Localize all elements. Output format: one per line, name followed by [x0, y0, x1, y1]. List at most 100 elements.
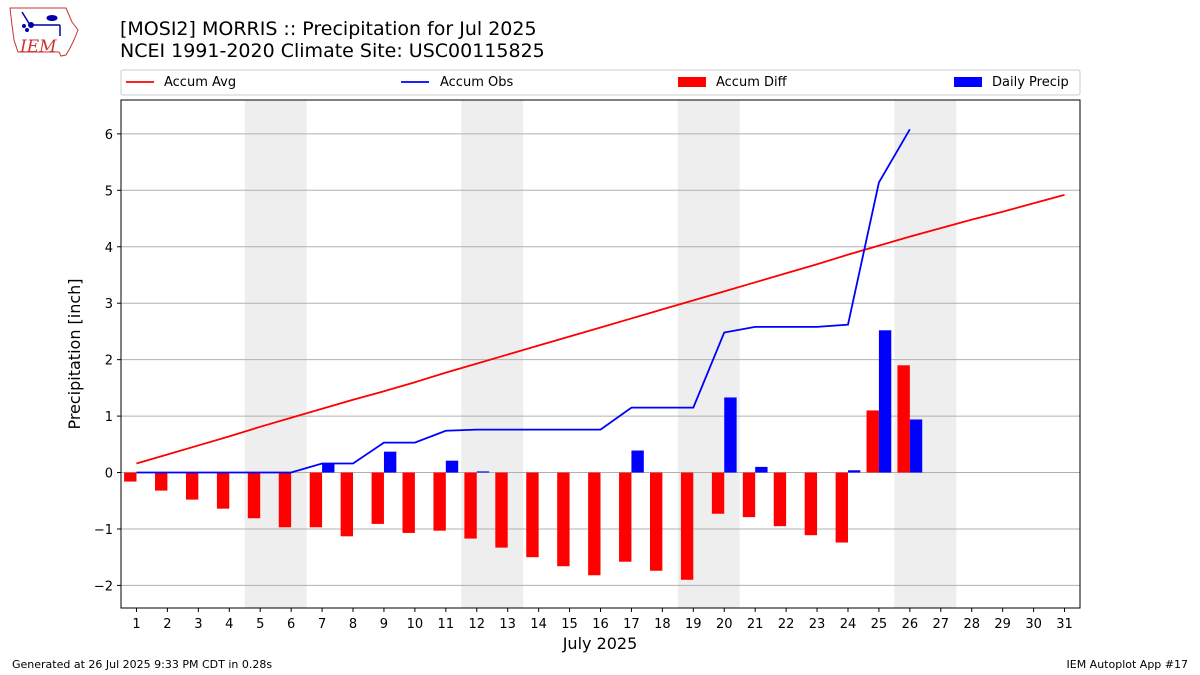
legend-item-accum-obs: Accum Obs: [401, 75, 513, 90]
x-tick-label: 10: [407, 617, 424, 632]
accum-diff-bar: [773, 472, 787, 527]
app-credit: IEM Autoplot App #17: [1066, 658, 1189, 671]
accum-obs-line: [136, 128, 911, 474]
y-tick-label: 0: [105, 467, 113, 482]
y-tick-label: 2: [105, 354, 113, 369]
accum-diff-bar: [309, 472, 323, 528]
accum-diff-bar: [371, 472, 384, 524]
accum-diff-bar: [619, 472, 632, 562]
y-tick-label: 4: [105, 241, 113, 256]
x-tick-label: 7: [318, 617, 326, 632]
x-tick-label: 3: [194, 617, 202, 632]
x-tick-label: 18: [654, 617, 671, 632]
legend-item-accum-avg: Accum Avg: [126, 75, 236, 90]
accum-diff-bar: [247, 472, 261, 519]
accum-diff-bar: [155, 472, 168, 491]
legend-item-accum-diff: Accum Diff: [678, 75, 788, 90]
accum-diff-bar: [216, 472, 230, 509]
logo-text: IEM: [19, 37, 57, 57]
x-tick-label: 1: [132, 617, 140, 632]
daily-precip-bar: [445, 460, 459, 473]
accum-diff-bar: [495, 472, 508, 548]
daily-precip-bar: [847, 470, 861, 473]
x-tick-label: 31: [1056, 617, 1073, 632]
x-tick-label: 14: [530, 617, 547, 632]
lines: [136, 128, 1065, 474]
x-tick-label: 24: [840, 617, 857, 632]
legend-label-daily-precip: Daily Precip: [992, 75, 1069, 90]
accum-avg-line: [136, 193, 1065, 465]
accum-diff-bar: [742, 472, 756, 518]
x-tick-label: 5: [256, 617, 264, 632]
x-tick-label: 9: [380, 617, 388, 632]
weather-station-icon: [21, 11, 61, 36]
daily-precip-bar: [755, 466, 768, 473]
accum-diff-bar: [464, 472, 477, 539]
accum-diff-bar: [124, 472, 137, 482]
accum-diff-bar: [433, 472, 446, 531]
x-tick-label: 11: [438, 617, 455, 632]
x-tick-label: 30: [1025, 617, 1042, 632]
daily-precip-bar: [631, 450, 644, 473]
y-tick-label: 6: [105, 128, 113, 143]
x-tick-label: 12: [468, 617, 485, 632]
accum-diff-bar: [402, 472, 415, 533]
x-tick-label: 16: [592, 617, 609, 632]
daily-precip-bar: [909, 419, 923, 473]
x-axis-label: July 2025: [562, 634, 638, 653]
generated-timestamp: Generated at 26 Jul 2025 9:33 PM CDT in …: [12, 658, 273, 671]
legend-label-accum-obs: Accum Obs: [440, 75, 513, 90]
x-tick-label: 2: [163, 617, 171, 632]
accum-diff-bar: [649, 472, 663, 571]
y-tick-label: −2: [94, 579, 113, 594]
x-tick-label: 26: [902, 617, 919, 632]
weekend-shading: [244, 100, 957, 608]
x-tick-label: 25: [871, 617, 888, 632]
weekend-band-0: [244, 100, 307, 608]
legend-label-accum-diff: Accum Diff: [716, 75, 788, 90]
daily-precip-bar: [476, 471, 490, 473]
y-tick-label: −1: [94, 523, 113, 538]
x-tick-label: 29: [994, 617, 1011, 632]
accum-diff-bar: [557, 472, 570, 567]
y-axis-label: Precipitation [inch]: [65, 278, 84, 429]
x-tick-label: 8: [349, 617, 357, 632]
accum-diff-bar: [835, 472, 848, 543]
bars: [124, 330, 923, 580]
legend-swatch-accum-diff: [678, 77, 706, 87]
legend-item-daily-precip: Daily Precip: [954, 75, 1069, 90]
x-tick-label: 27: [933, 617, 950, 632]
accum-diff-bar: [340, 472, 354, 537]
daily-precip-bar: [878, 330, 892, 473]
accum-diff-bar: [680, 472, 694, 580]
x-tick-label: 21: [747, 617, 764, 632]
legend-frame: [120, 69, 1081, 96]
x-tick-label: 19: [685, 617, 702, 632]
iem-logo: IEM: [9, 7, 79, 57]
y-tick-label: 3: [105, 297, 113, 312]
x-tick-label: 17: [623, 617, 640, 632]
daily-precip-bar: [322, 463, 335, 473]
x-tick-label: 15: [561, 617, 578, 632]
chart-title: [MOSI2] MORRIS :: Precipitation for Jul …: [120, 18, 537, 40]
y-tick-label: 5: [105, 184, 113, 199]
legend: Accum Avg Accum Obs Accum Diff Daily Pre…: [120, 69, 1081, 96]
accum-diff-bar: [897, 365, 910, 473]
x-tick-label: 4: [225, 617, 233, 632]
x-tick-label: 28: [963, 617, 980, 632]
accum-diff-bar: [278, 472, 292, 528]
chart-subtitle: NCEI 1991-2020 Climate Site: USC00115825: [120, 40, 545, 62]
accum-diff-bar: [711, 472, 725, 514]
accum-diff-bar: [526, 472, 539, 558]
x-tick-label: 22: [778, 617, 795, 632]
y-axis-ticks: −2 −1 0 1 2 3 4 5 6: [94, 128, 121, 594]
x-tick-label: 20: [716, 617, 733, 632]
accum-diff-bar: [185, 472, 199, 500]
x-axis-ticks: 1 2 3 4 5 6 7 8 9 10 11 12 13 14 15 16 17 18 19 20 21 22 23 24 2…: [132, 608, 1073, 632]
daily-precip-bar: [724, 397, 737, 473]
weekend-band-3: [894, 100, 957, 608]
legend-swatch-daily-precip: [954, 77, 982, 87]
accum-diff-bar: [588, 472, 601, 576]
accum-diff-bar: [804, 472, 818, 536]
y-tick-label: 1: [105, 410, 113, 425]
